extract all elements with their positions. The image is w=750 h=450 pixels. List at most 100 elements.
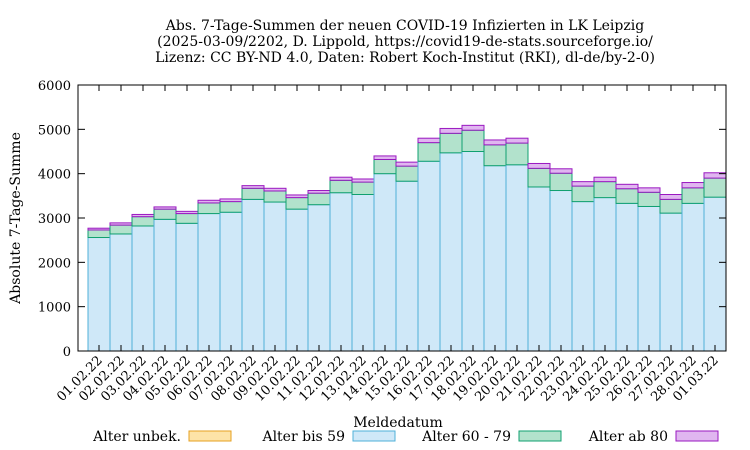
- bar-segment: [505, 164, 529, 352]
- bar-segment: [285, 208, 309, 352]
- y-axis-label: Absolute 7-Tage-Summe: [8, 132, 24, 305]
- bar-segment: [615, 188, 639, 204]
- bar-segment: [153, 208, 177, 220]
- bar-segment: [703, 196, 727, 352]
- bar-segment: [549, 190, 573, 352]
- bar-segment: [329, 176, 353, 181]
- bar-segment: [593, 176, 617, 183]
- bar-segment: [131, 216, 155, 227]
- bar-segment: [681, 182, 705, 189]
- bar-segment: [395, 161, 419, 167]
- bar-segment: [241, 185, 265, 189]
- bar-segment: [109, 233, 133, 352]
- bar-segment: [153, 206, 177, 210]
- bar-segment: [571, 201, 595, 352]
- bar-segment: [87, 227, 111, 231]
- bar-segment: [197, 213, 221, 352]
- bars: [87, 124, 727, 352]
- bar-segment: [461, 151, 485, 352]
- bar-segment: [263, 187, 287, 192]
- bar-segment: [263, 190, 287, 203]
- bar-segment: [307, 192, 331, 206]
- legend-swatch: [188, 430, 232, 442]
- bar-segment: [219, 211, 243, 352]
- bar-segment: [527, 186, 551, 352]
- bar-segment: [285, 197, 309, 210]
- bar-segment: [109, 224, 133, 235]
- legend-item: Alter unbek.: [92, 429, 232, 445]
- y-axis: 0 1000 2000 3000 4000 5000 6000: [38, 79, 726, 360]
- bar-segment: [505, 142, 529, 166]
- y-tick-label: 0: [63, 345, 71, 360]
- x-axis-label: Meldedatum: [353, 415, 443, 431]
- bar-segment: [659, 198, 683, 214]
- bar-segment: [637, 191, 661, 207]
- bar-segment: [87, 237, 111, 352]
- bar-segment: [131, 225, 155, 352]
- bar-segment: [483, 144, 507, 167]
- bar-segment: [395, 180, 419, 352]
- bar-segment: [197, 202, 221, 215]
- bar-segment: [593, 197, 617, 352]
- bar-segment: [241, 198, 265, 352]
- bar-segment: [461, 124, 485, 131]
- bar-segment: [417, 160, 441, 352]
- bar-segment: [637, 187, 661, 193]
- bar-segment: [373, 158, 397, 175]
- legend-item: Alter ab 80: [588, 429, 719, 445]
- bar-segment: [483, 165, 507, 352]
- bar-segment: [615, 202, 639, 352]
- title-line: (2025-03-09/2202, D. Lippold, https://co…: [157, 34, 653, 50]
- bar-segment: [351, 178, 375, 183]
- bar-segment: [703, 177, 727, 198]
- bar-segment: [307, 190, 331, 194]
- bar-segment: [395, 165, 419, 182]
- bar-segment: [263, 201, 287, 352]
- bar-segment: [681, 187, 705, 204]
- bar-segment: [373, 173, 397, 352]
- bar-segment: [461, 129, 485, 153]
- bar-segment: [681, 202, 705, 352]
- bar-segment: [483, 139, 507, 146]
- bar-segment: [571, 181, 595, 187]
- bar-segment: [219, 198, 243, 203]
- legend-swatch: [675, 430, 719, 442]
- chart-title: Abs. 7-Tage-Summen der neuen COVID-19 In…: [155, 18, 655, 66]
- bar-segment: [505, 137, 529, 144]
- legend-swatch: [518, 430, 562, 442]
- bar-segment: [175, 210, 199, 215]
- bar-segment: [197, 199, 221, 204]
- bar-segment: [373, 155, 397, 160]
- bar-segment: [329, 179, 353, 194]
- title-line: Abs. 7-Tage-Summen der neuen COVID-19 In…: [165, 18, 644, 34]
- bar-segment: [527, 167, 551, 188]
- bar-segment: [439, 132, 463, 154]
- bar-segment: [131, 213, 155, 218]
- legend-label: Alter ab 80: [588, 429, 668, 445]
- bar-segment: [219, 201, 243, 213]
- y-tick-label: 4000: [38, 168, 71, 183]
- bar-segment: [439, 127, 463, 134]
- bar-segment: [439, 152, 463, 352]
- legend-label: Alter unbek.: [92, 429, 181, 445]
- bar-segment: [241, 187, 265, 200]
- bar-segment: [593, 181, 617, 199]
- bar-segment: [175, 213, 199, 224]
- legend-item: Alter bis 59: [261, 429, 396, 445]
- bar-segment: [153, 218, 177, 352]
- y-tick-label: 5000: [38, 123, 71, 138]
- bar-segment: [571, 185, 595, 203]
- title-line: Lizenz: CC BY-ND 4.0, Daten: Robert Koch…: [155, 50, 655, 66]
- bar-segment: [307, 204, 331, 352]
- bar-segment: [417, 137, 441, 144]
- bar-segment: [285, 194, 309, 199]
- y-tick-label: 2000: [38, 256, 71, 271]
- y-tick-label: 1000: [38, 301, 71, 316]
- bar-segment: [351, 194, 375, 352]
- bar-segment: [615, 183, 639, 190]
- bar-segment: [175, 222, 199, 352]
- bar-segment: [109, 222, 133, 226]
- bar-segment: [637, 205, 661, 352]
- legend-swatch: [352, 430, 396, 442]
